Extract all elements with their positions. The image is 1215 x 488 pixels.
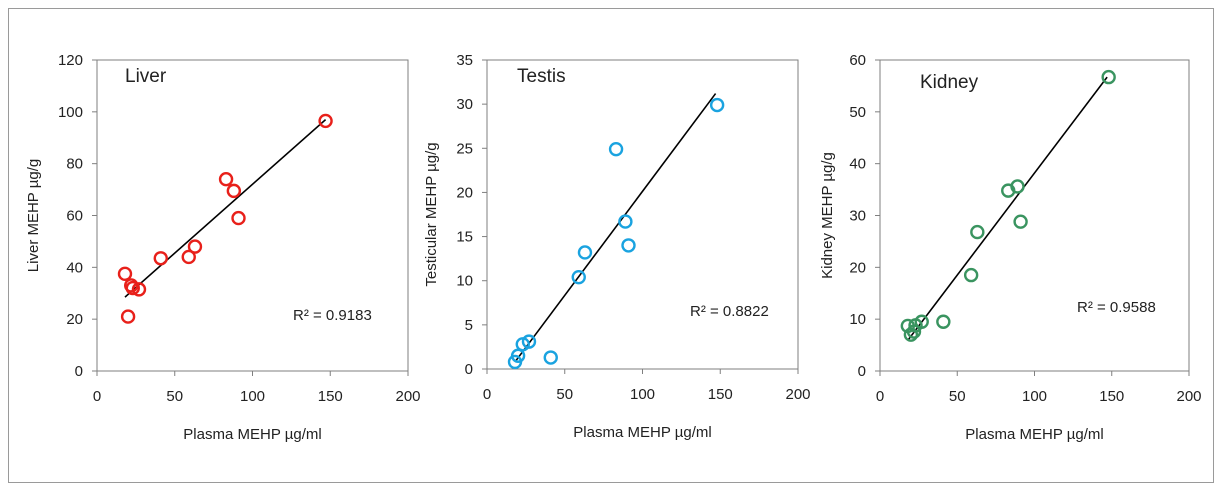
r-squared-label: R² = 0.8822	[690, 303, 769, 320]
data-point	[608, 141, 624, 157]
y-tick-label: 10	[849, 311, 866, 328]
y-tick-label: 60	[66, 208, 83, 225]
y-axis-title: Kidney MEHP µg/g	[819, 152, 836, 279]
data-point	[970, 224, 985, 240]
x-tick-label: 50	[556, 386, 573, 403]
data-point	[120, 309, 136, 324]
y-tick-label: 40	[849, 156, 866, 173]
x-axis-title: Plasma MEHP µg/ml	[573, 424, 711, 441]
data-point	[231, 210, 246, 226]
y-tick-label: 20	[456, 184, 473, 201]
data-point	[914, 314, 929, 329]
x-tick-label: 50	[949, 388, 966, 405]
x-tick-label: 100	[630, 386, 655, 403]
r-squared-label: R² = 0.9183	[293, 307, 372, 324]
chart-panel-liver: 0 50 100 150 200 0 20 40 60 80 100 120 Plasma MEHP µ…	[25, 52, 421, 443]
trendline	[907, 76, 1108, 341]
trendline	[514, 93, 717, 363]
data-point	[709, 97, 725, 113]
data-point	[226, 183, 242, 199]
x-tick-label: 100	[1022, 388, 1047, 405]
data-point	[571, 269, 586, 285]
y-tick-label: 30	[456, 96, 473, 113]
x-tick-label: 0	[483, 386, 491, 403]
x-axis-title: Plasma MEHP µg/ml	[965, 426, 1103, 443]
r-squared-label: R² = 0.9588	[1077, 299, 1156, 316]
y-tick-label: 50	[849, 104, 866, 121]
y-tick-label: 15	[456, 229, 473, 246]
data-point	[963, 267, 979, 283]
figure-frame	[8, 8, 1214, 483]
chart-panel-kidney: 0 50 100 150 200 0 10 20 30 40 50 60 Plasma MEHP µg/…	[819, 52, 1202, 443]
data-point	[1010, 179, 1025, 194]
y-tick-label: 35	[456, 52, 473, 69]
y-tick-label: 10	[456, 273, 473, 290]
y-tick-label: 5	[465, 317, 473, 334]
data-point	[117, 266, 133, 282]
data-point	[153, 251, 168, 266]
data-point	[131, 282, 147, 297]
x-tick-label: 100	[240, 388, 265, 405]
data-point	[577, 245, 593, 260]
y-tick-label: 0	[465, 361, 473, 378]
panel-label: Testis	[517, 66, 566, 87]
y-tick-label: 0	[75, 363, 83, 380]
y-tick-label: 20	[66, 311, 83, 328]
y-tick-label: 20	[849, 259, 866, 276]
data-point	[906, 324, 922, 339]
panel-label: Kidney	[920, 72, 979, 93]
data-point	[1013, 214, 1028, 229]
x-tick-label: 50	[166, 388, 183, 405]
y-tick-label: 40	[66, 259, 83, 276]
chart-panel-testis: 0 50 100 150 200 0 5 10 15 20 25 30 35 Plasma MEHP µg…	[423, 52, 811, 441]
panel-label: Liver	[125, 66, 167, 87]
y-tick-label: 100	[58, 104, 83, 121]
data-point	[318, 113, 333, 129]
y-tick-label: 25	[456, 140, 473, 157]
y-tick-label: 30	[849, 208, 866, 225]
x-tick-label: 150	[1099, 388, 1124, 405]
x-axis-title: Plasma MEHP µg/ml	[183, 426, 321, 443]
data-point	[1101, 69, 1116, 85]
x-tick-label: 200	[785, 386, 810, 403]
x-tick-label: 150	[318, 388, 343, 405]
y-tick-label: 60	[849, 52, 866, 69]
y-axis-title: Liver MEHP µg/g	[25, 159, 42, 272]
y-axis-title: Testicular MEHP µg/g	[423, 142, 440, 286]
data-point	[543, 350, 558, 365]
x-tick-label: 150	[708, 386, 733, 403]
x-tick-label: 200	[395, 388, 420, 405]
data-point	[181, 249, 196, 265]
trendline	[124, 119, 327, 298]
y-tick-label: 0	[858, 363, 866, 380]
x-tick-label: 200	[1176, 388, 1201, 405]
y-tick-label: 80	[66, 156, 83, 173]
data-point	[621, 238, 636, 253]
x-tick-label: 0	[93, 388, 101, 405]
data-point	[521, 334, 537, 349]
data-point	[125, 280, 140, 296]
data-point	[618, 214, 633, 229]
y-tick-label: 120	[58, 52, 83, 69]
data-point	[218, 172, 234, 187]
data-point	[936, 314, 951, 329]
x-tick-label: 0	[876, 388, 884, 405]
data-point	[187, 239, 203, 254]
